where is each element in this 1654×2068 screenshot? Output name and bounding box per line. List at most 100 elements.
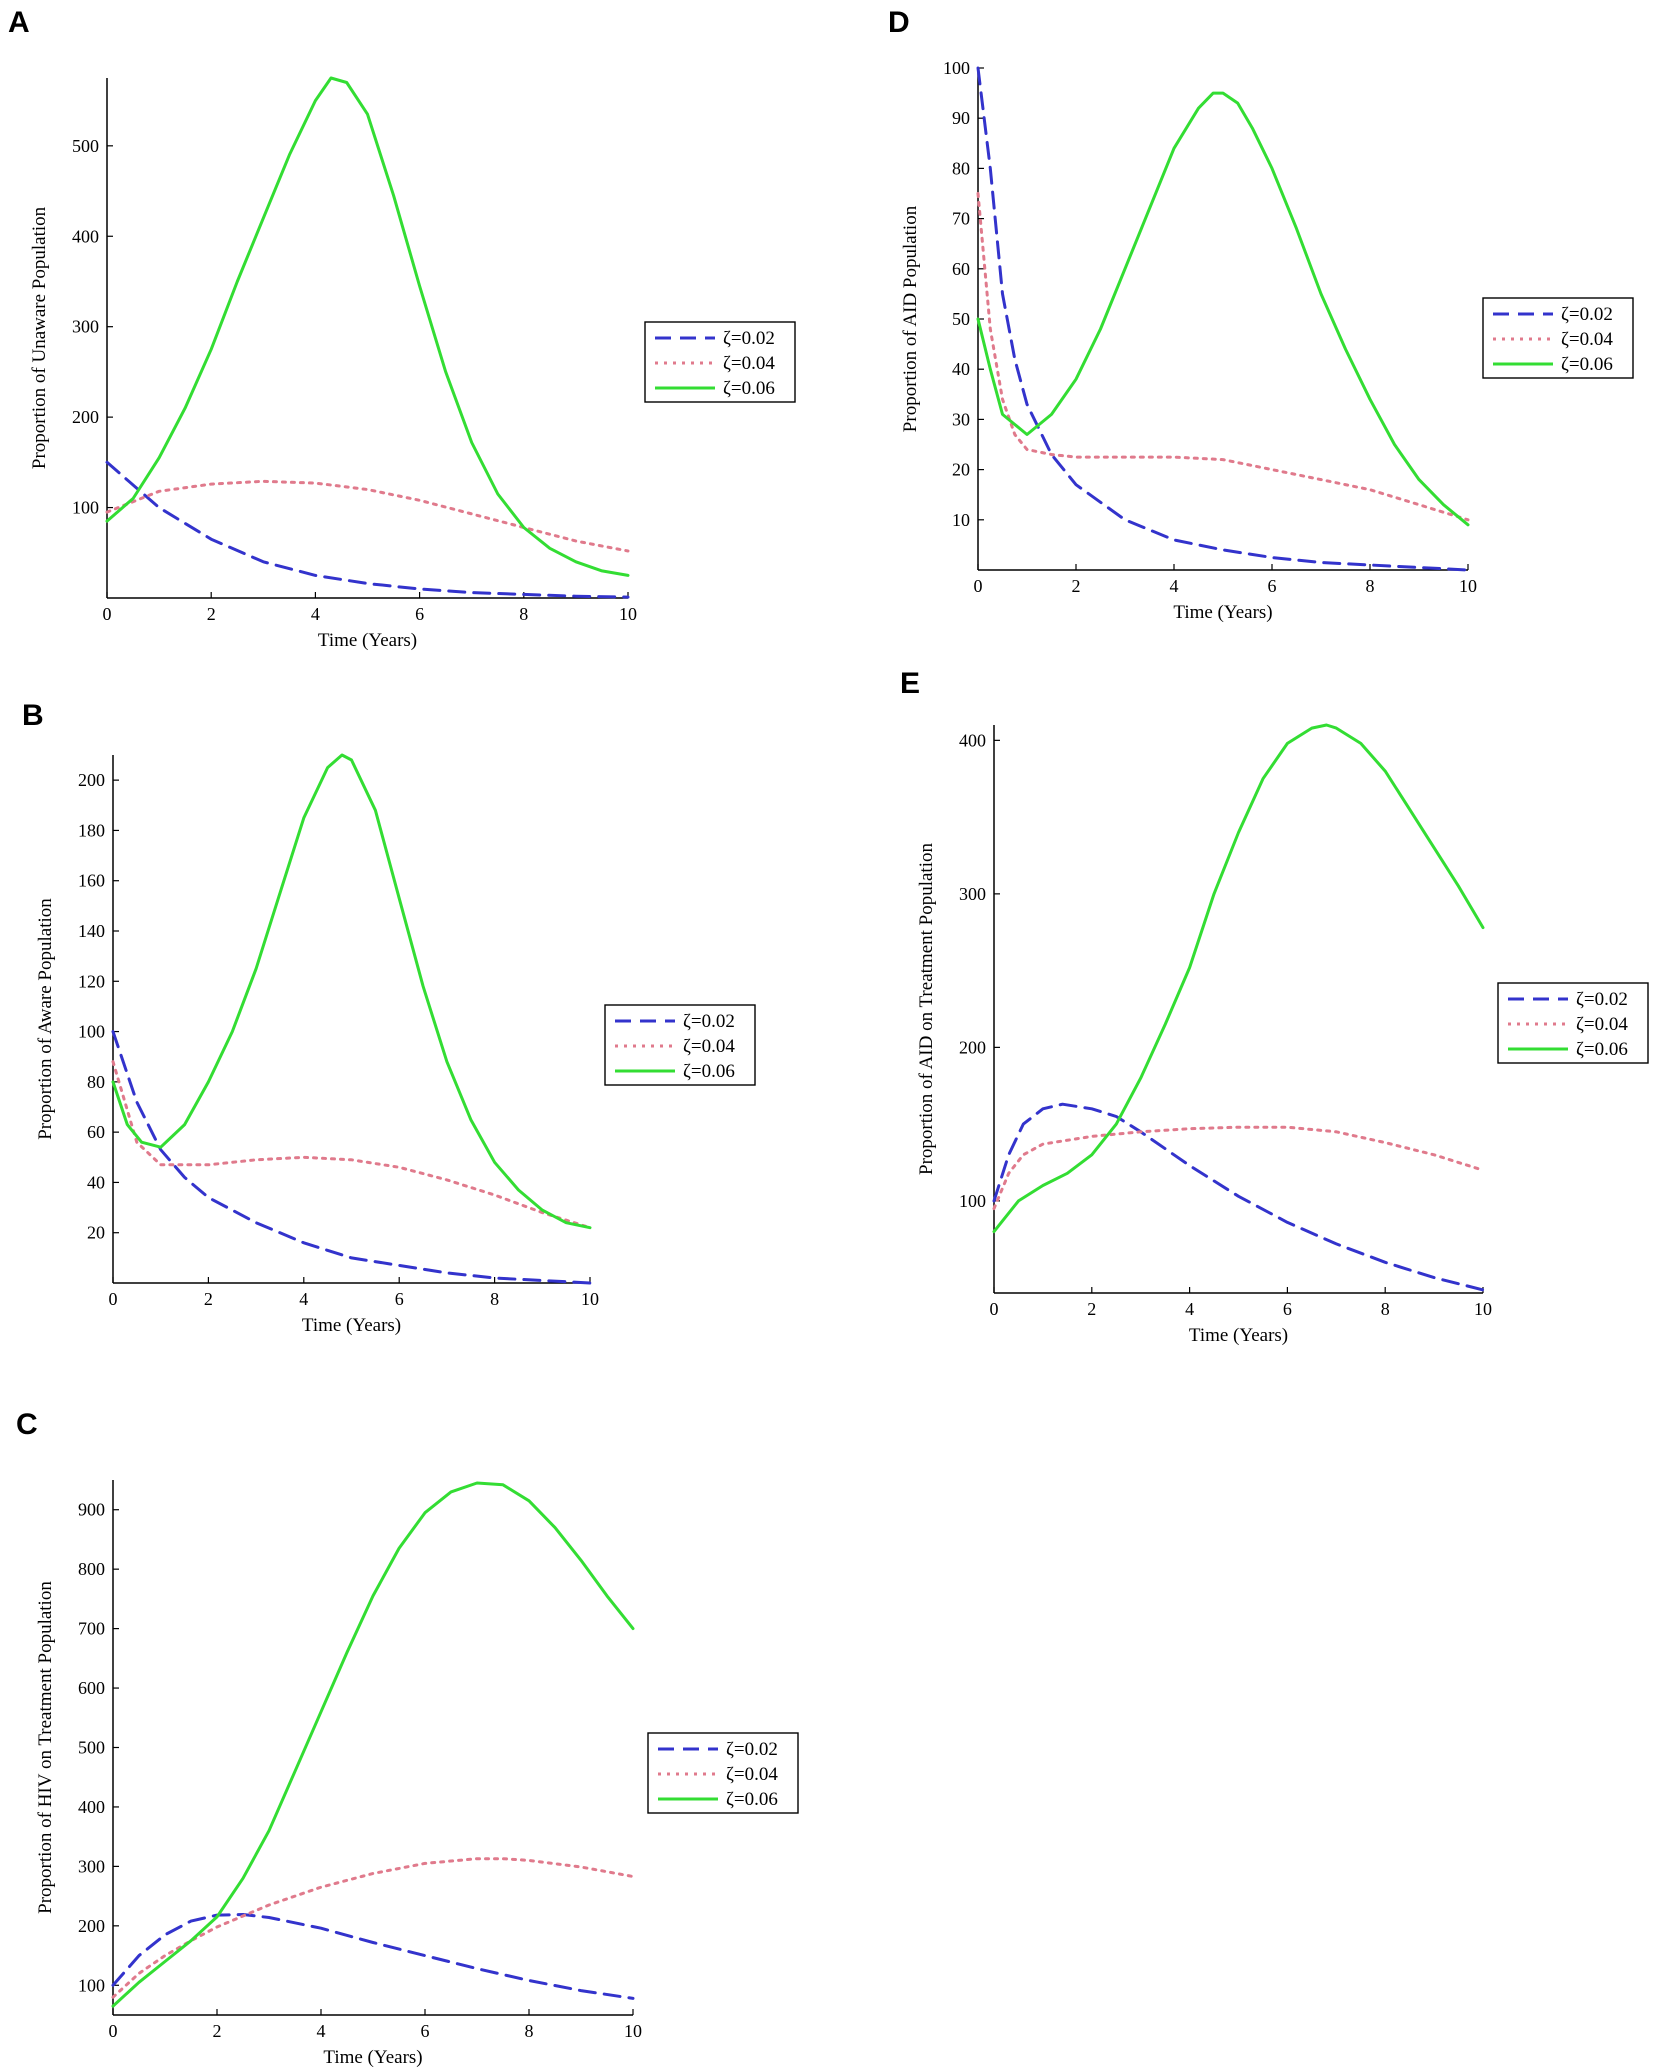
y-tick-label: 300	[72, 317, 99, 337]
x-tick-label: 6	[395, 1289, 404, 1309]
legend-label-1: ζ=0.02	[723, 328, 775, 349]
x-tick-label: 0	[103, 604, 112, 624]
y-tick-label: 100	[78, 1022, 105, 1042]
panel-letter: A	[8, 6, 30, 39]
x-tick-label: 0	[109, 2021, 118, 2041]
y-tick-label: 500	[78, 1738, 105, 1758]
y-tick-label: 40	[952, 359, 970, 379]
x-tick-label: 10	[1459, 576, 1477, 596]
y-tick-label: 180	[78, 820, 105, 840]
x-tick-label: 6	[421, 2021, 430, 2041]
x-tick-label: 10	[581, 1289, 599, 1309]
y-tick-label: 300	[959, 884, 986, 904]
legend-label-3: ζ=0.06	[1576, 1039, 1628, 1060]
legend: ζ=0.02 ζ=0.04 ζ=0.06	[604, 1004, 756, 1086]
x-axis-title: Time (Years)	[318, 630, 417, 651]
y-tick-label: 100	[959, 1191, 986, 1211]
legend-label-1: ζ=0.02	[1576, 989, 1628, 1010]
legend-label-3: ζ=0.06	[726, 1789, 778, 1810]
y-tick-label: 100	[72, 498, 99, 518]
y-axis-title: Proportion of AID Population	[900, 205, 921, 432]
x-tick-label: 2	[213, 2021, 222, 2041]
x-tick-label: 8	[525, 2021, 534, 2041]
y-tick-label: 500	[72, 136, 99, 156]
y-tick-label: 70	[952, 209, 970, 229]
y-tick-label: 800	[78, 1559, 105, 1579]
legend-label-1: ζ=0.02	[1561, 304, 1613, 325]
legend: ζ=0.02 ζ=0.04 ζ=0.06	[1482, 297, 1634, 379]
x-tick-label: 10	[624, 2021, 642, 2041]
series-line-2	[111, 1857, 635, 1999]
chart-panel-b: B 0 2 4 6 8 10 20 40 60 80 100 120 140 160 180 200 Time (…	[22, 699, 756, 1336]
x-tick-label: 6	[415, 604, 424, 624]
series-line-1	[111, 1030, 592, 1285]
legend-label-3: ζ=0.06	[723, 378, 775, 399]
y-tick-label: 100	[78, 1975, 105, 1995]
y-tick-label: 200	[72, 407, 99, 427]
series-line-1	[111, 1913, 635, 2000]
x-tick-label: 2	[1087, 1299, 1096, 1319]
legend-label-2: ζ=0.04	[1561, 329, 1613, 350]
legend: ζ=0.02 ζ=0.04 ζ=0.06	[644, 321, 796, 403]
x-tick-label: 8	[490, 1289, 499, 1309]
y-tick-label: 80	[87, 1072, 105, 1092]
series-line-1	[992, 1102, 1485, 1292]
y-axis-title: Proportion of Aware Population	[35, 898, 56, 1140]
series-line-2	[111, 1060, 592, 1230]
y-tick-label: 30	[952, 409, 970, 429]
x-tick-label: 4	[311, 604, 320, 624]
y-tick-label: 80	[952, 158, 970, 178]
y-tick-label: 600	[78, 1678, 105, 1698]
y-tick-label: 120	[78, 971, 105, 991]
chart-panel-c: C 0 2 4 6 8 10 100 200 300 400 500 600 700 800 900 Time …	[16, 1408, 799, 2068]
y-tick-label: 200	[959, 1037, 986, 1057]
legend-label-2: ζ=0.04	[1576, 1014, 1628, 1035]
y-axis-title: Proportion of Unaware Population	[29, 206, 50, 469]
y-tick-label: 160	[78, 871, 105, 891]
panel-letter: D	[888, 6, 910, 39]
y-tick-label: 200	[78, 1916, 105, 1936]
y-tick-label: 140	[78, 921, 105, 941]
y-tick-label: 400	[959, 730, 986, 750]
y-tick-label: 900	[78, 1500, 105, 1520]
y-axis-title: Proportion of HIV on Treatment Populatio…	[35, 1581, 56, 1914]
x-tick-label: 4	[317, 2021, 326, 2041]
legend-label-2: ζ=0.04	[683, 1036, 735, 1057]
panel-letter: B	[22, 699, 44, 732]
chart-panel-d: D 0 2 4 6 8 10 10 20 30 40 50 60 70 80 90 100 Time (Years…	[888, 6, 1634, 623]
x-tick-label: 10	[619, 604, 637, 624]
y-tick-label: 60	[87, 1122, 105, 1142]
x-tick-label: 4	[1170, 576, 1179, 596]
chart-panel-e: E 0 2 4 6 8 10 100 200 300 400 Time (Years) Proporti…	[900, 667, 1649, 1346]
x-tick-label: 6	[1283, 1299, 1292, 1319]
y-tick-label: 200	[78, 770, 105, 790]
y-tick-label: 20	[952, 460, 970, 480]
x-tick-label: 8	[1381, 1299, 1390, 1319]
y-tick-label: 20	[87, 1223, 105, 1243]
series-line-2	[105, 479, 630, 553]
series-line-2	[992, 1125, 1485, 1211]
legend-label-1: ζ=0.02	[726, 1739, 778, 1760]
y-axis-title: Proportion of AID on Treatment Populatio…	[916, 843, 937, 1175]
x-tick-label: 8	[1366, 576, 1375, 596]
x-tick-label: 10	[1474, 1299, 1492, 1319]
x-tick-label: 4	[299, 1289, 308, 1309]
x-tick-label: 2	[204, 1289, 213, 1309]
y-tick-label: 60	[952, 259, 970, 279]
x-axis-title: Time (Years)	[323, 2047, 422, 2068]
y-tick-label: 100	[943, 58, 970, 78]
legend-label-1: ζ=0.02	[683, 1011, 735, 1032]
x-tick-label: 0	[109, 1289, 118, 1309]
x-tick-label: 6	[1268, 576, 1277, 596]
x-tick-label: 2	[1072, 576, 1081, 596]
y-tick-label: 700	[78, 1619, 105, 1639]
legend-label-2: ζ=0.04	[726, 1764, 778, 1785]
series-line-2	[976, 192, 1470, 522]
y-tick-label: 400	[72, 226, 99, 246]
series-line-1	[976, 66, 1470, 572]
legend: ζ=0.02 ζ=0.04 ζ=0.06	[1497, 982, 1649, 1064]
x-tick-label: 2	[207, 604, 216, 624]
x-axis-title: Time (Years)	[1189, 1325, 1288, 1346]
